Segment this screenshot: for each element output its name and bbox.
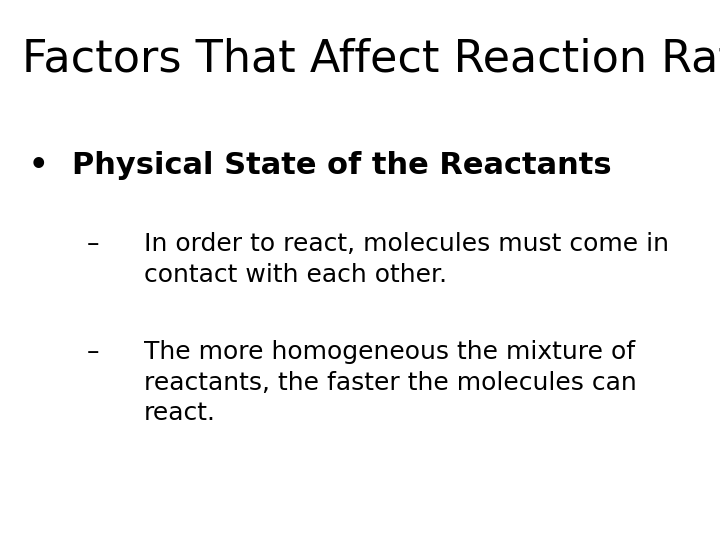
Text: In order to react, molecules must come in
contact with each other.: In order to react, molecules must come i… bbox=[144, 232, 669, 287]
Text: The more homogeneous the mixture of
reactants, the faster the molecules can
reac: The more homogeneous the mixture of reac… bbox=[144, 340, 636, 426]
Text: •: • bbox=[29, 151, 48, 180]
Text: Physical State of the Reactants: Physical State of the Reactants bbox=[72, 151, 611, 180]
Text: Factors That Affect Reaction Rates: Factors That Affect Reaction Rates bbox=[22, 38, 720, 81]
Text: –: – bbox=[86, 340, 99, 364]
Text: –: – bbox=[86, 232, 99, 256]
